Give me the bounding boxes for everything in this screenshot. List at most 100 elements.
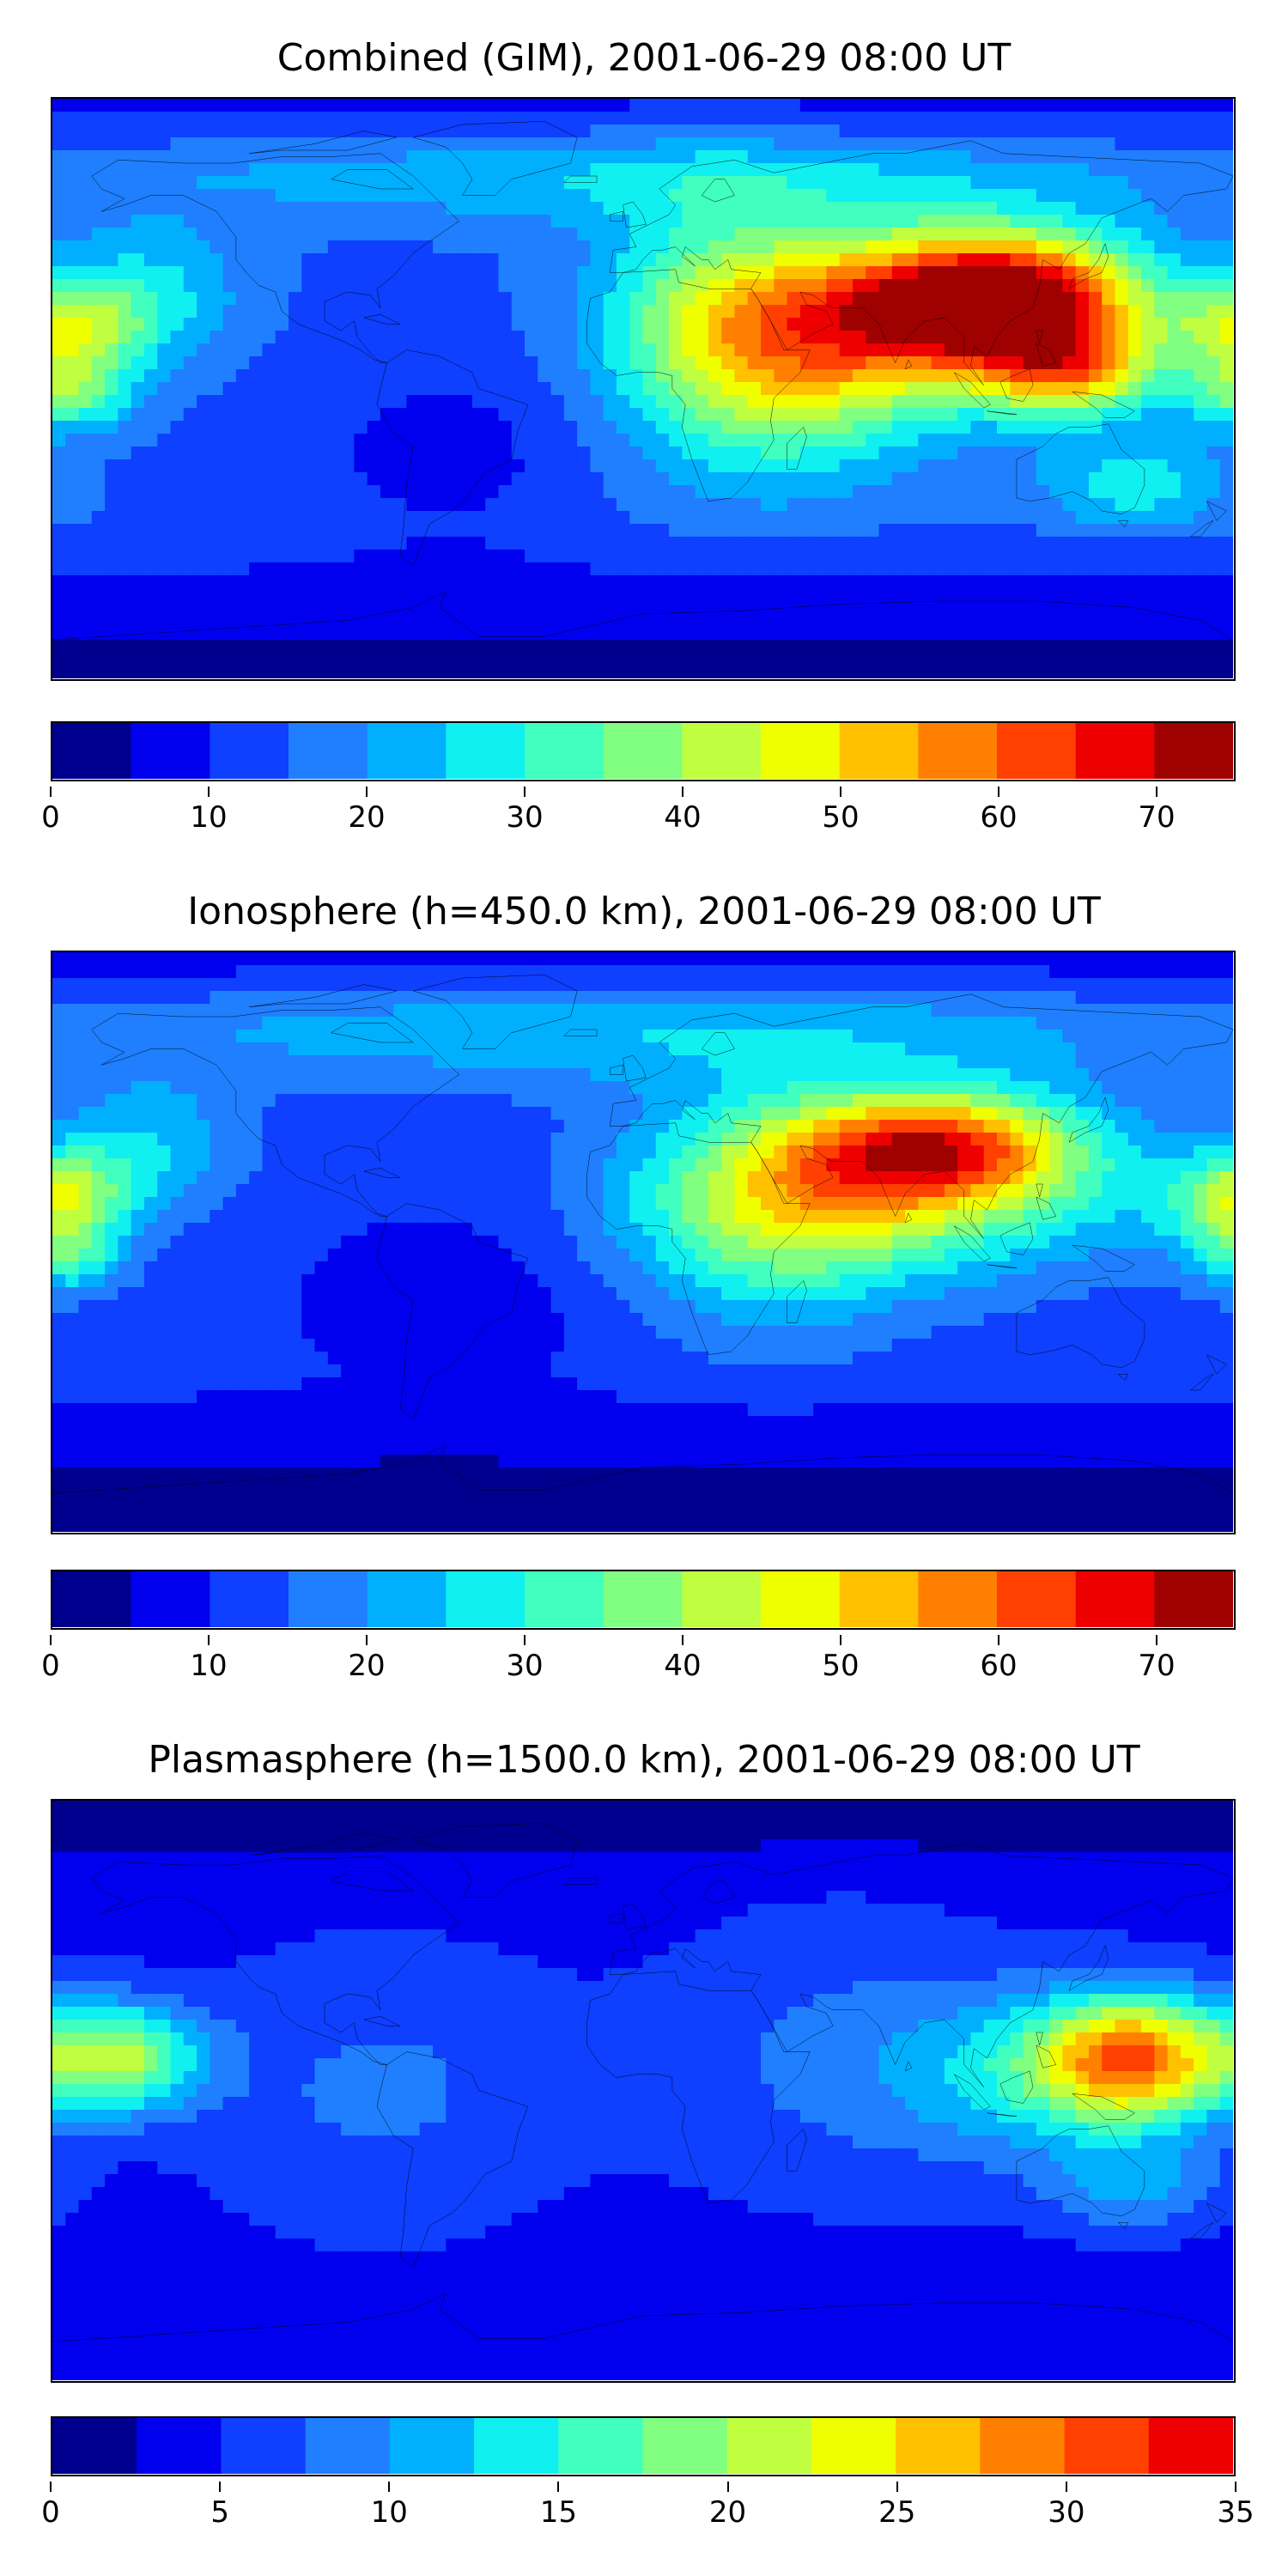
colorbar-tick: 30 bbox=[506, 1649, 544, 1683]
colorbar-plasmasphere bbox=[51, 2416, 1236, 2476]
colorbar-segment bbox=[446, 1571, 526, 1627]
colorbar-tick-mark bbox=[208, 787, 210, 797]
colorbar-tick-mark bbox=[682, 1635, 683, 1645]
colorbar-segment bbox=[210, 1571, 289, 1627]
colorbar-tick-mark bbox=[998, 787, 999, 797]
colorbar-segment bbox=[210, 723, 289, 779]
colorbar-tick-mark bbox=[388, 2482, 391, 2492]
map-ionosphere bbox=[51, 951, 1236, 1534]
colorbar-segment bbox=[980, 2418, 1066, 2474]
colorbar-tick-mark bbox=[998, 1635, 999, 1645]
colorbar-tick: 30 bbox=[1048, 2495, 1085, 2530]
coastline bbox=[249, 1833, 397, 1856]
map-plasmasphere-svg bbox=[52, 1801, 1233, 2380]
coastline bbox=[1036, 331, 1043, 343]
colorbar-segment bbox=[839, 723, 920, 779]
colorbar-tick: 5 bbox=[210, 2495, 229, 2530]
colorbar-segment bbox=[289, 1571, 368, 1627]
coastline bbox=[987, 1265, 1017, 1268]
coastline bbox=[1036, 1197, 1056, 1219]
coastline bbox=[1036, 343, 1056, 366]
panel-title-plasmasphere: Plasmasphere (h=1500.0 km), 2001-06-29 0… bbox=[148, 1738, 1140, 1782]
coastline bbox=[52, 1445, 1233, 1493]
coastline bbox=[702, 1033, 734, 1055]
coastline bbox=[610, 1065, 623, 1074]
colorbar-segment bbox=[52, 723, 132, 779]
colorbar-segment bbox=[367, 1571, 447, 1627]
colorbar-tick-mark bbox=[840, 787, 841, 797]
coastline bbox=[413, 975, 577, 1048]
colorbar-tick: 35 bbox=[1217, 2495, 1255, 2530]
colorbar-segment bbox=[1148, 2418, 1233, 2474]
coastline bbox=[702, 1881, 734, 1904]
colorbar-tick: 70 bbox=[1138, 1649, 1176, 1683]
colorbar-tick-mark bbox=[840, 1635, 841, 1645]
coastline bbox=[1069, 1097, 1109, 1143]
coastline bbox=[1190, 2222, 1213, 2239]
colorbar-tick-mark bbox=[682, 787, 683, 797]
coastline bbox=[52, 2293, 1233, 2342]
coastline bbox=[954, 1226, 990, 1261]
coastline bbox=[1190, 1374, 1213, 1390]
coastline bbox=[1206, 2203, 1226, 2223]
coastline bbox=[1072, 392, 1135, 417]
coastline bbox=[1206, 501, 1226, 521]
coastline bbox=[1036, 2032, 1043, 2045]
coastline bbox=[1118, 520, 1127, 527]
coastline bbox=[610, 141, 1233, 386]
coastline bbox=[1036, 1184, 1043, 1197]
coastline bbox=[92, 1856, 459, 2065]
colorbar-ionosphere bbox=[51, 1570, 1236, 1630]
coastline bbox=[413, 1823, 577, 1897]
map-ionosphere-svg bbox=[52, 952, 1233, 1532]
colorbar-tick: 10 bbox=[370, 2495, 408, 2530]
colorbar-segment bbox=[52, 2418, 137, 2474]
colorbar-tick: 60 bbox=[980, 800, 1018, 835]
colorbar-segment bbox=[474, 2418, 559, 2474]
coastline bbox=[610, 1843, 1233, 2087]
coastline bbox=[787, 1281, 807, 1323]
coastline bbox=[1000, 369, 1033, 402]
colorbar-segment bbox=[761, 723, 841, 779]
colorbar-tick: 10 bbox=[190, 800, 228, 835]
coastline bbox=[1017, 2126, 1145, 2216]
coastline bbox=[364, 2016, 400, 2026]
coastline bbox=[1118, 1374, 1127, 1381]
colorbar-tick-mark bbox=[1156, 1635, 1157, 1645]
colorbar-segment bbox=[131, 1571, 211, 1627]
colorbar-segment bbox=[305, 2418, 391, 2474]
colorbar-segment bbox=[1075, 1571, 1156, 1627]
coastline bbox=[610, 1913, 623, 1923]
colorbar-segment bbox=[525, 1571, 605, 1627]
coastline bbox=[610, 211, 623, 221]
coastline bbox=[1072, 1245, 1135, 1271]
colorbar-tick-mark bbox=[50, 1635, 52, 1645]
coastline bbox=[587, 1971, 811, 2203]
coastline bbox=[1072, 2093, 1135, 2119]
colorbar-segment bbox=[682, 723, 762, 779]
coastline bbox=[610, 994, 1233, 1239]
coastline bbox=[52, 592, 1233, 640]
colorbar-combined bbox=[51, 721, 1236, 781]
colorbar-tick: 50 bbox=[822, 1649, 860, 1683]
coastline bbox=[364, 1168, 400, 1177]
colorbar-segment bbox=[603, 1571, 683, 1627]
colorbar-ticks-combined: 0 10 20 30 40 50 60 70 bbox=[41, 787, 1236, 843]
colorbar-segment bbox=[896, 2418, 981, 2474]
coastline bbox=[564, 176, 597, 183]
coastline bbox=[413, 121, 577, 195]
colorbar-segment bbox=[525, 723, 605, 779]
colorbar-tick: 70 bbox=[1138, 800, 1176, 835]
coastline bbox=[1069, 1946, 1109, 1991]
coastline bbox=[377, 350, 528, 566]
colorbar-segment bbox=[446, 723, 526, 779]
colorbar-tick: 10 bbox=[190, 1649, 228, 1683]
colorbar-ticks-plasmasphere: 0 5 10 15 20 25 30 35 bbox=[41, 2482, 1255, 2538]
colorbar-tick-mark bbox=[524, 1635, 526, 1645]
coastline bbox=[623, 1055, 647, 1081]
colorbar-segment bbox=[997, 723, 1077, 779]
panel-title-ionosphere: Ionosphere (h=450.0 km), 2001-06-29 08:0… bbox=[187, 890, 1101, 933]
coastline bbox=[331, 1024, 413, 1043]
colorbar-tick: 20 bbox=[348, 1649, 386, 1683]
colorbar-segment bbox=[1154, 723, 1233, 779]
